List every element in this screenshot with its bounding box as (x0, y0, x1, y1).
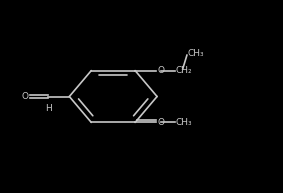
Text: H: H (45, 104, 52, 113)
Text: O: O (21, 92, 28, 101)
Text: CH₃: CH₃ (175, 118, 192, 127)
Text: O: O (157, 66, 164, 75)
Text: CH₃: CH₃ (187, 49, 204, 58)
Text: CH₂: CH₂ (175, 66, 192, 75)
Text: O: O (157, 118, 164, 127)
